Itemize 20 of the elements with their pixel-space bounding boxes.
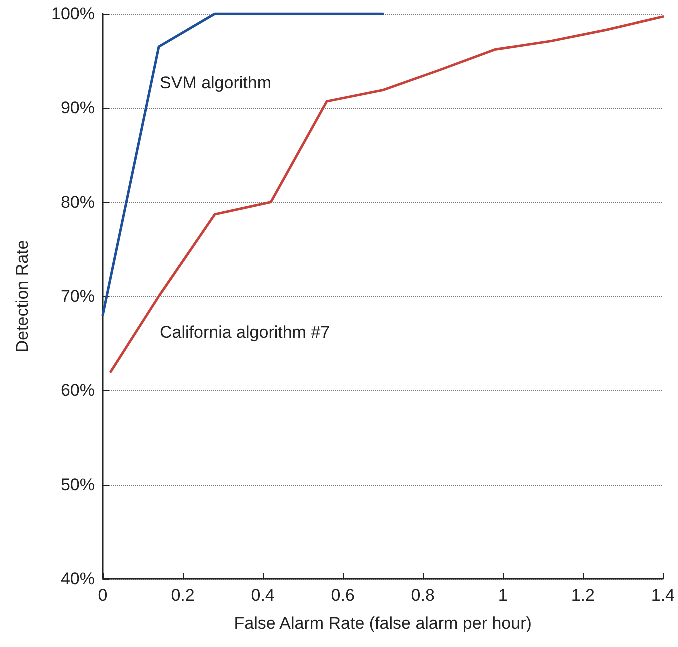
y-tick-label: 40% (60, 570, 95, 588)
y-tick-label: 50% (60, 475, 95, 494)
series-label: California algorithm #7 (160, 323, 330, 342)
series-label: SVM algorithm (160, 73, 272, 92)
x-tick-label: 0.4 (251, 586, 275, 605)
y-tick-label: 80% (60, 192, 95, 212)
line-series (110, 16, 664, 374)
x-tick-label: 1.4 (651, 586, 676, 605)
y-tick-label: 90% (60, 98, 95, 118)
x-tick-label: 0 (98, 586, 108, 605)
x-tick-label: 0.2 (171, 586, 195, 605)
x-tick-label: 1.2 (571, 586, 595, 605)
x-tick-label: 0.8 (411, 586, 435, 605)
y-tick-label: 60% (60, 381, 95, 400)
x-tick-label: 1 (498, 586, 508, 605)
x-tick-label: 0.6 (331, 586, 355, 605)
y-axis-title: Detection Rate (13, 240, 32, 353)
y-tick-label: 70% (60, 287, 95, 306)
y-tick-label: 100% (52, 4, 95, 24)
x-axis-title: False Alarm Rate (false alarm per hour) (234, 614, 532, 633)
